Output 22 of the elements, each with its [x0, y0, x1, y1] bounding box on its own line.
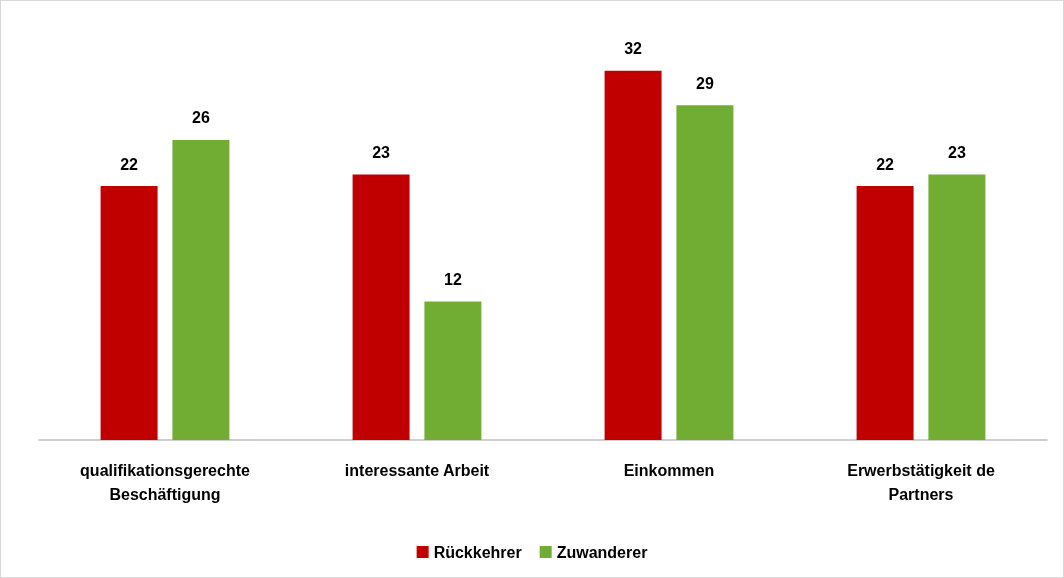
x-tick-label: Einkommen — [623, 461, 715, 479]
x-tick-label: interessante Arbeit — [344, 461, 490, 479]
data-label: 23 — [948, 144, 966, 162]
x-tick-label: qualifikationsgerechte Beschäftigung — [80, 461, 251, 503]
data-label: 26 — [192, 109, 210, 127]
legend-label: Zuwanderer — [556, 543, 648, 561]
bar — [928, 174, 986, 440]
data-label: 12 — [444, 270, 462, 288]
bar — [604, 70, 662, 440]
bar — [424, 301, 482, 440]
bar — [100, 186, 158, 440]
legend-label: Rückkehrer — [433, 543, 522, 561]
bar — [172, 139, 230, 440]
bar — [856, 186, 914, 440]
bar — [352, 174, 410, 440]
data-label: 32 — [624, 40, 643, 58]
bar — [676, 105, 734, 440]
x-tick-label: Erwerbstätigkeit de Partners — [847, 461, 995, 503]
data-label: 29 — [696, 74, 714, 92]
data-label: 23 — [372, 144, 391, 162]
data-label: 22 — [876, 155, 895, 173]
data-label: 22 — [120, 155, 139, 173]
